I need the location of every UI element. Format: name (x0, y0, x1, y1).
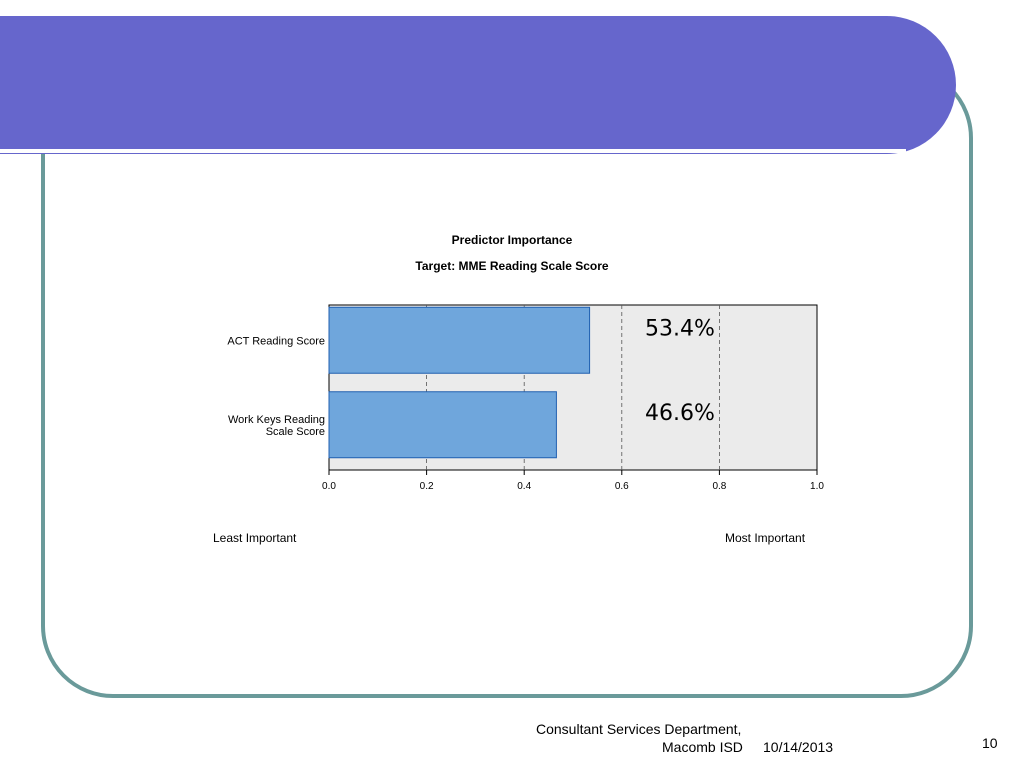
chart-title: Predictor Importance (452, 233, 573, 247)
category-label: ACT Reading Score (227, 335, 325, 347)
bar (328, 306, 591, 374)
x-tick-label: 0.6 (615, 481, 629, 492)
x-tick-label: 0.8 (712, 481, 726, 492)
page-number: 10 (982, 735, 998, 751)
x-axis-ticks: 0.0 0.2 0.4 0.6 0.8 1.0 (322, 470, 824, 492)
header-band (0, 16, 956, 154)
legend-least-important: Least Important (213, 531, 297, 545)
chart-subtitle: Target: MME Reading Scale Score (415, 259, 608, 273)
header-rule (0, 149, 906, 153)
category-labels: ACT Reading Score Work Keys ReadingScale … (227, 335, 325, 438)
data-labels: 53.4% 46.6% (645, 316, 715, 426)
footer-department-line2: Macomb ISD (662, 739, 743, 755)
legend-most-important: Most Important (725, 531, 806, 545)
x-tick-label: 0.2 (420, 481, 434, 492)
data-label: 53.4% (645, 316, 715, 341)
x-tick-label: 1.0 (810, 481, 824, 492)
category-label: Scale Score (266, 426, 325, 438)
x-tick-label: 0.0 (322, 481, 336, 492)
footer-date: 10/14/2013 (763, 739, 834, 755)
footer-department-line1: Consultant Services Department, (536, 721, 742, 737)
bar (328, 391, 557, 459)
category-label: Work Keys Reading (228, 414, 325, 426)
data-label: 46.6% (645, 401, 715, 426)
x-tick-label: 0.4 (517, 481, 531, 492)
bars (328, 306, 591, 459)
